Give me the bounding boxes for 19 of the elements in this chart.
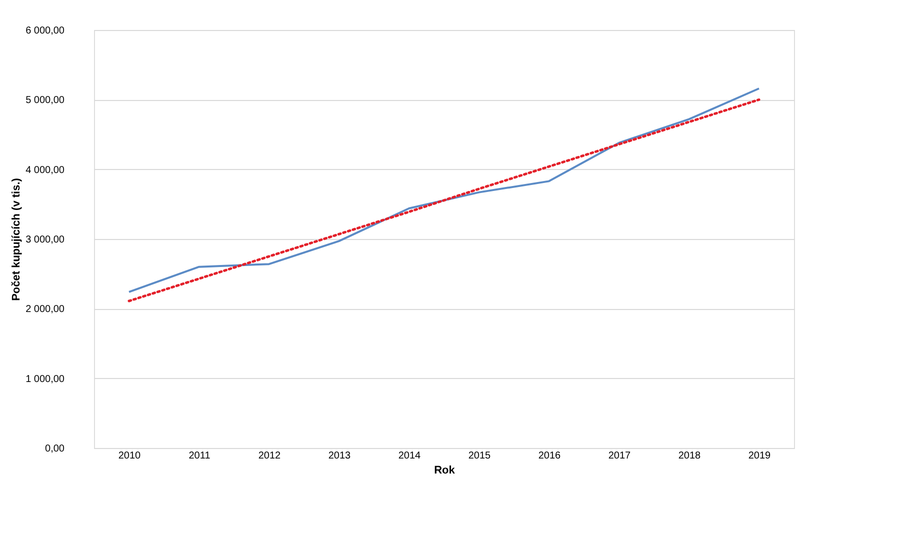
x-tick-label: 2017 [608, 450, 632, 462]
x-tick-label: 2015 [468, 450, 492, 462]
x-tick-label: 2011 [188, 450, 211, 462]
y-tick-label: 5 000,00 [26, 95, 65, 106]
y-tick-label: 3 000,00 [26, 234, 65, 246]
y-tick-label: 0,00 [45, 444, 65, 454]
y-axis-title: Počet kupujících (v tis.) [10, 178, 23, 301]
x-tick-label: 2019 [748, 450, 772, 462]
y-tick-label: 2 000,00 [26, 304, 65, 316]
y-tick-label: 6 000,00 [26, 26, 65, 36]
y-tick-label: 4 000,00 [26, 164, 65, 176]
x-tick-label: 2018 [678, 450, 702, 462]
x-tick-label: 2012 [258, 450, 282, 462]
x-tick-label: 2014 [398, 450, 422, 462]
x-axis-title: Rok [434, 464, 456, 476]
x-tick-label: 2016 [538, 450, 562, 462]
y-tick-label: 1 000,00 [26, 374, 65, 385]
x-tick-label: 2013 [328, 450, 352, 462]
x-tick-label: 2010 [118, 450, 142, 462]
